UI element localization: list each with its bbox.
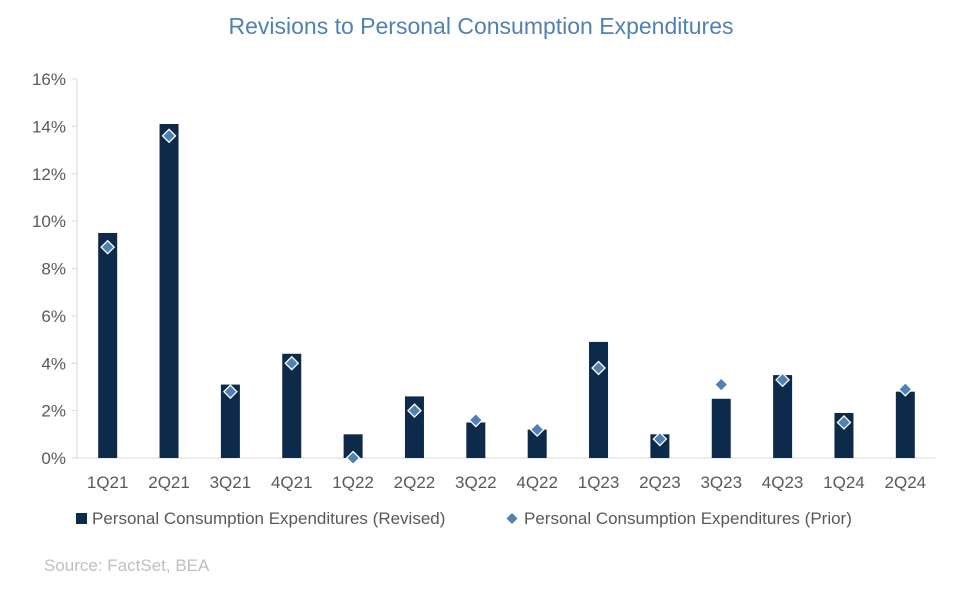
bar-series-revised — [98, 124, 915, 458]
x-tick-label: 1Q24 — [823, 473, 865, 492]
x-tick-label: 2Q22 — [394, 473, 436, 492]
x-tick-label: 1Q23 — [578, 473, 620, 492]
x-tick-label: 2Q23 — [639, 473, 681, 492]
x-tick-label: 4Q21 — [271, 473, 313, 492]
marker-point — [591, 360, 606, 376]
y-tick-label: 8% — [41, 260, 66, 279]
y-tick-label: 16% — [32, 70, 66, 89]
y-tick-label: 12% — [32, 165, 66, 184]
marker-point — [100, 239, 116, 255]
x-tick-label: 4Q22 — [516, 473, 558, 492]
bar — [343, 434, 363, 458]
marker-point — [345, 450, 361, 466]
source-note: Source: FactSet, BEA — [44, 556, 210, 575]
marker-point — [775, 372, 791, 388]
bar — [773, 375, 793, 458]
x-tick-label: 3Q22 — [455, 473, 497, 492]
marker-point — [284, 355, 300, 371]
bar — [220, 384, 240, 458]
x-tick-label: 1Q21 — [87, 473, 129, 492]
marker-point — [713, 377, 729, 392]
legend-label-prior: Personal Consumption Expenditures (Prior… — [524, 509, 852, 528]
x-tick-label: 1Q22 — [332, 473, 374, 492]
y-tick-label: 2% — [41, 402, 66, 421]
marker-point — [161, 128, 177, 144]
bar — [466, 422, 486, 458]
bar — [895, 391, 915, 458]
marker-point — [836, 415, 852, 430]
bar — [159, 124, 179, 458]
x-axis: 1Q21 2Q21 3Q21 4Q21 1Q22 2Q22 3Q22 4Q22 1Q23 2Q23… — [77, 457, 936, 492]
x-tick-label: 2Q21 — [148, 473, 190, 492]
marker-point — [529, 422, 545, 437]
marker-point — [468, 412, 484, 428]
chart-title: Revisions to Personal Consumption Expend… — [229, 13, 734, 39]
y-tick-label: 14% — [32, 117, 66, 136]
marker-point — [652, 431, 668, 447]
x-tick-label: 3Q23 — [700, 473, 742, 492]
bar — [527, 429, 547, 458]
x-tick-label: 3Q21 — [210, 473, 252, 492]
x-tick-label: 2Q24 — [885, 473, 927, 492]
marker-series-prior — [100, 128, 913, 466]
bar — [98, 232, 118, 458]
legend-label-revised: Personal Consumption Expenditures (Revis… — [92, 509, 445, 528]
bar — [282, 353, 302, 458]
legend-swatch-prior — [506, 513, 518, 524]
marker-point — [222, 384, 238, 400]
marker-point — [407, 403, 422, 419]
y-tick-label: 0% — [41, 449, 66, 468]
y-tick-label: 10% — [32, 212, 66, 231]
legend-swatch-revised — [76, 513, 87, 524]
y-tick-label: 4% — [41, 354, 66, 373]
legend: Personal Consumption Expenditures (Revis… — [76, 509, 852, 528]
bar — [589, 341, 609, 458]
bar — [711, 398, 731, 458]
y-axis: 0% 2% 4% 6% 8% 10% 12% 14% 16% — [32, 70, 78, 468]
y-tick-label: 6% — [41, 307, 66, 326]
x-tick-label: 4Q23 — [762, 473, 804, 492]
marker-point — [897, 381, 913, 397]
